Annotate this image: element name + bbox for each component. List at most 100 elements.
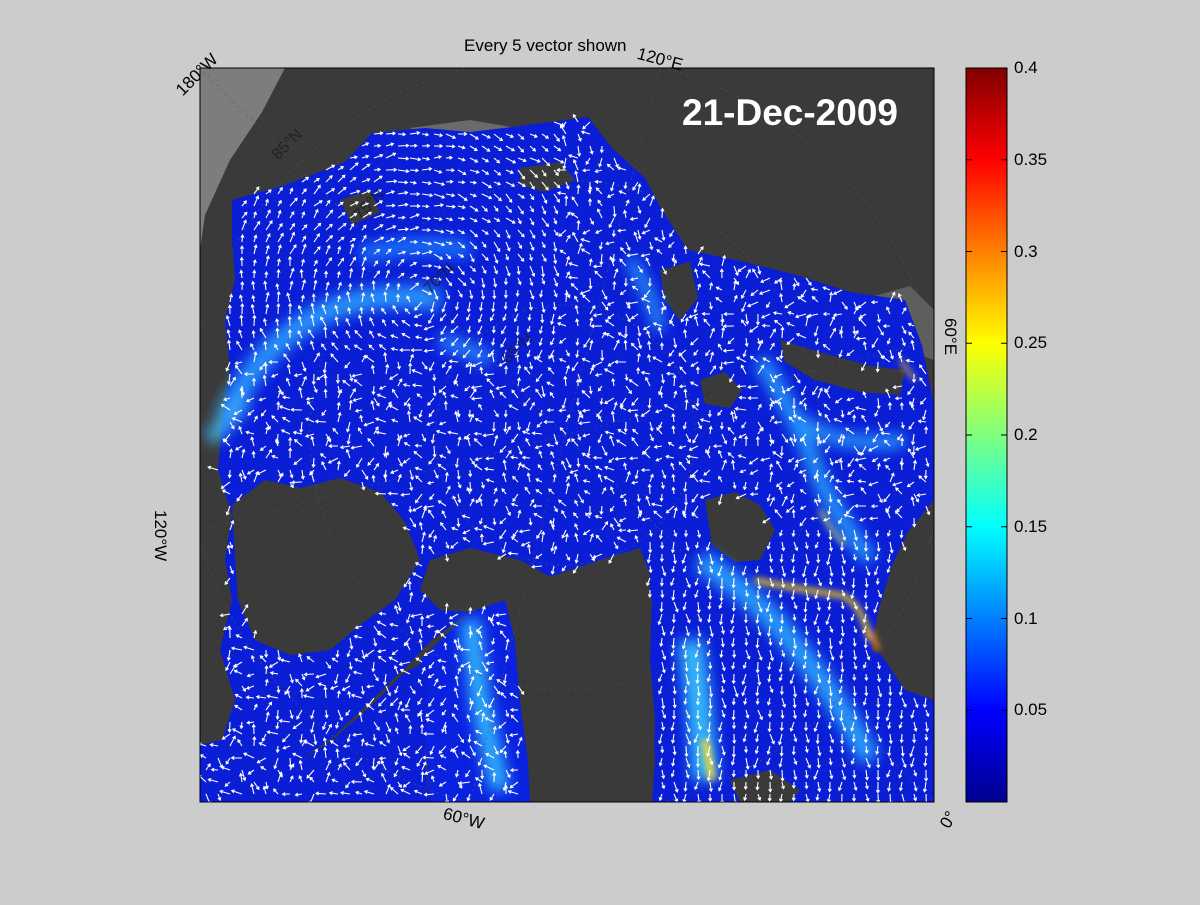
drift-vector [661,565,667,577]
drift-vector [292,721,303,730]
drift-vector [697,529,702,539]
drift-vector [778,661,783,674]
drift-vector [433,144,444,149]
drift-vector [483,764,495,771]
drift-vector [509,732,519,738]
drift-vector [798,469,807,474]
drift-vector [462,537,471,543]
drift-vector [363,789,375,795]
drift-vector [474,457,483,462]
drift-vector [599,253,604,266]
drift-vector [535,478,543,483]
new-siberian-islands [520,162,575,192]
drift-vector [876,793,881,802]
drift-vector [862,340,867,351]
drift-vector [358,711,363,723]
drift-vector [659,577,664,587]
drift-vector [661,649,667,661]
drift-vector [481,169,490,175]
drift-vector [668,241,675,249]
drift-vector [682,565,687,573]
drift-vector [433,678,439,687]
drift-vector [603,476,615,483]
drift-vector [240,302,245,315]
drift-vector [443,400,448,411]
drift-vector [769,649,775,662]
drift-vector [331,657,339,663]
drift-vector [876,757,881,769]
drift-vector [505,733,510,744]
drift-vector [597,433,603,444]
drift-vector [766,757,771,766]
drift-vector [409,204,421,209]
drift-vector [670,462,675,471]
drift-vector [829,625,834,633]
drift-vector [313,246,321,255]
drift-vector [349,162,359,171]
drift-vector [810,287,819,292]
drift-vector [473,438,483,447]
drift-vector [574,295,579,303]
drift-vector [258,742,267,747]
drift-vector [606,301,615,306]
drift-vector [565,271,570,279]
drift-vector [693,315,699,327]
drift-vector [765,601,771,613]
drift-vector [370,364,375,375]
drift-vector [263,280,268,291]
drift-vector [594,270,603,279]
drift-vector [672,374,677,387]
drift-vector [489,389,495,399]
drift-vector [220,481,231,489]
drift-vector [371,474,376,483]
drift-vector [757,625,762,637]
drift-vector [846,479,855,484]
drift-vector [445,193,456,198]
drift-vector [607,313,615,320]
drift-vector [769,685,774,694]
drift-vector [290,407,303,412]
drift-vector [470,385,483,390]
drift-vector [285,377,291,387]
drift-vector [924,426,929,435]
drift-vector [553,205,559,215]
drift-vector [423,337,435,342]
drift-vector [745,268,751,279]
drift-vector [420,615,425,627]
drift-vector [397,215,406,220]
drift-vector [336,690,341,699]
drift-vector [582,479,591,483]
drift-vector [660,373,666,384]
drift-vector [689,469,699,479]
drift-vector [410,192,421,197]
drift-vector [919,377,927,387]
drift-vector [767,673,772,683]
drift-vector [838,349,843,358]
drift-vector [310,709,315,720]
drift-vector [474,417,483,423]
drift-vector [207,777,219,783]
drift-vector [592,264,603,269]
drift-vector [250,654,255,663]
drift-vector [572,565,579,574]
drift-vector [774,509,783,519]
drift-vector [696,601,701,614]
drift-vector [253,351,258,363]
drift-vector [670,733,676,744]
drift-vector [210,767,219,772]
drift-vector [433,217,443,222]
drift-vector [577,433,582,441]
drift-vector [373,153,384,159]
drift-vector [321,460,327,471]
drift-vector [843,513,855,519]
drift-vector [564,195,569,207]
drift-vector [433,289,439,301]
drift-vector [393,769,399,778]
drift-vector [359,414,364,423]
drift-vector [642,325,651,331]
drift-vector [488,673,495,681]
drift-vector [365,703,375,711]
drift-vector [373,673,379,682]
drift-vector [373,143,382,148]
drift-vector [684,317,689,327]
